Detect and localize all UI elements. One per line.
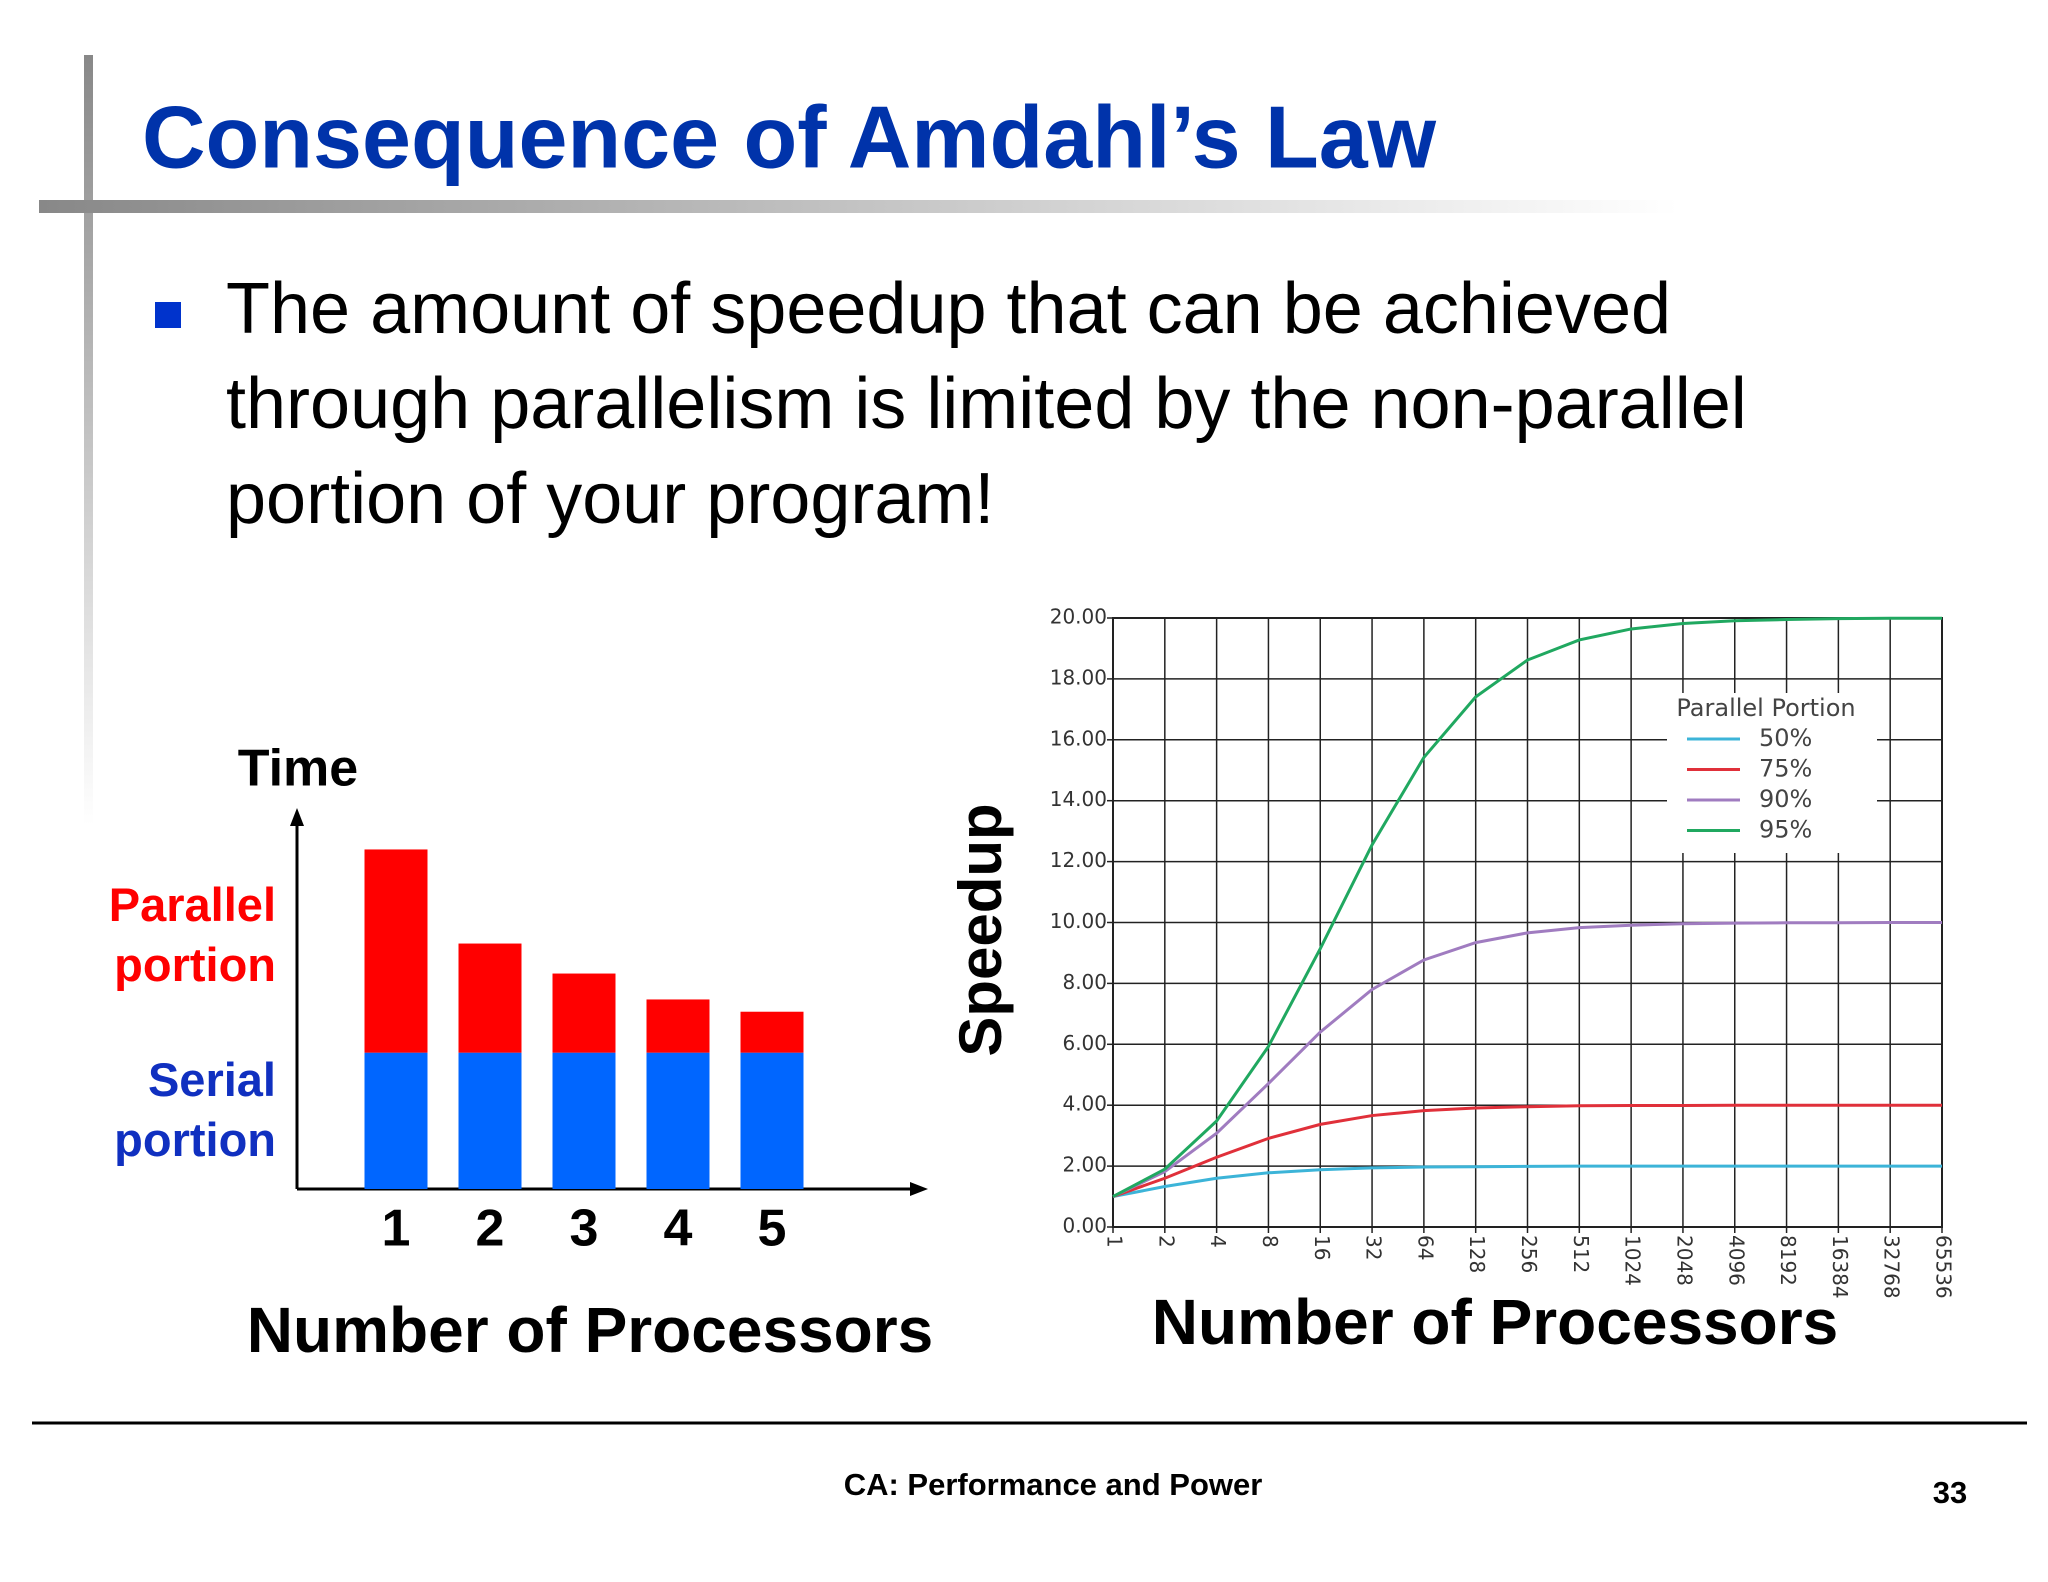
bar-segment [552, 973, 616, 1053]
legend-label: 50% [1759, 724, 1812, 752]
footer-text: CA: Performance and Power [844, 1467, 1263, 1502]
x-tick-label: 128 [1465, 1235, 1489, 1273]
y-axis-label: Time [238, 740, 358, 798]
y-tick-label: 12.00 [1050, 848, 1107, 872]
x-tick-label: 256 [1517, 1235, 1541, 1273]
x-axis-arrow [910, 1182, 928, 1196]
bullet-marker [155, 302, 181, 328]
series-line [1112, 1103, 1942, 1198]
series-line [1112, 1164, 1942, 1199]
y-axis-label: Speedup [947, 803, 1014, 1056]
y-tick-label: 14.00 [1050, 787, 1107, 811]
x-tick-label: 4 [664, 1200, 693, 1258]
slide-title: Consequence of Amdahl’s Law [142, 87, 1437, 186]
bar-segment [646, 999, 710, 1053]
bullet-text: The amount of speedup that can be achiev… [226, 269, 1747, 539]
page-number: 33 [1933, 1475, 1967, 1510]
y-tick-label: 6.00 [1062, 1031, 1107, 1055]
y-tick-label: 18.00 [1050, 665, 1107, 689]
x-tick-label: 1 [1103, 1235, 1127, 1248]
bar-segment [458, 943, 522, 1053]
x-tick-label: 1 [382, 1200, 411, 1258]
x-tick-label: 8192 [1776, 1235, 1800, 1286]
legend-label: 95% [1759, 816, 1812, 844]
x-tick-label: 65536 [1932, 1235, 1956, 1299]
x-tick-label: 2 [476, 1200, 505, 1258]
y-tick-label: 8.00 [1062, 970, 1107, 994]
legend-label: 75% [1759, 755, 1812, 783]
x-tick-label: 2 [1154, 1235, 1178, 1248]
x-tick-label: 1024 [1621, 1235, 1645, 1286]
x-tick-label: 3 [570, 1200, 599, 1258]
bar-segment [740, 1011, 804, 1053]
x-tick-label: 32 [1362, 1235, 1386, 1260]
bar-segment [458, 1052, 522, 1189]
legend-label: 90% [1759, 785, 1812, 813]
legend-label: Serial portion [114, 1053, 276, 1166]
x-axis-label: Number of Processors [247, 1294, 933, 1366]
x-tick-label: 16384 [1828, 1235, 1852, 1299]
x-tick-label: 5 [758, 1200, 787, 1258]
y-tick-label: 2.00 [1062, 1153, 1107, 1177]
series-line [1112, 616, 1942, 1198]
bar-segment [646, 1052, 710, 1189]
x-tick-label: 64 [1413, 1235, 1437, 1260]
bar-segment [364, 849, 428, 1053]
y-tick-label: 4.00 [1062, 1092, 1107, 1116]
bar-segment [364, 1052, 428, 1189]
x-tick-label: 512 [1569, 1235, 1593, 1273]
legend-entry: Parallel portion [108, 878, 276, 991]
y-tick-label: 16.00 [1050, 726, 1107, 750]
x-tick-label: 16 [1310, 1235, 1334, 1260]
x-axis-label: Number of Processors [1152, 1286, 1838, 1358]
y-tick-label: 0.00 [1062, 1214, 1107, 1238]
x-tick-label: 8 [1258, 1235, 1282, 1248]
legend-title: Parallel Portion [1676, 694, 1855, 722]
y-tick-label: 20.00 [1050, 605, 1107, 629]
decor-vertical-bar [84, 55, 93, 825]
x-tick-label: 2048 [1672, 1235, 1696, 1286]
y-axis-arrow [290, 808, 304, 826]
x-tick-label: 32768 [1880, 1235, 1904, 1299]
bar-segment [552, 1052, 616, 1189]
legend-label: Parallel portion [108, 878, 276, 991]
legend-box [1667, 693, 1877, 853]
x-tick-label: 4 [1206, 1235, 1230, 1248]
bar-segment [740, 1052, 804, 1189]
legend-entry: Serial portion [114, 1053, 276, 1166]
y-tick-label: 10.00 [1050, 909, 1107, 933]
x-tick-label: 4096 [1724, 1235, 1748, 1286]
decor-horizontal-bar [39, 200, 1679, 213]
series-line [1112, 921, 1942, 1198]
